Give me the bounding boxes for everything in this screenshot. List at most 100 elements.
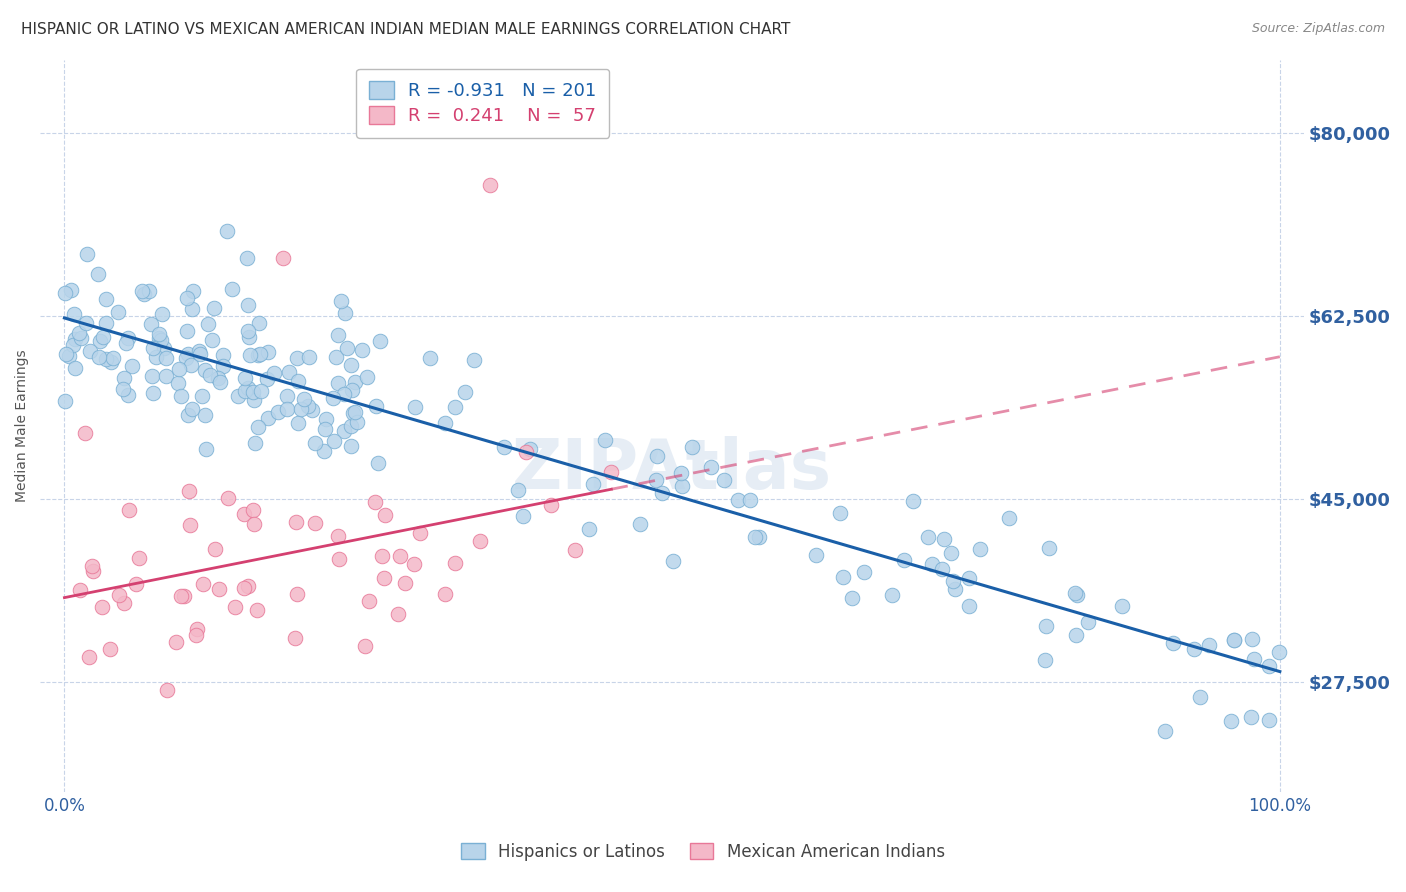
Point (727, 493, 749, 508)
Point (943, 582, 966, 596)
Point (340, 418, 363, 433)
Point (434, 587, 457, 601)
Point (326, 529, 349, 543)
Point (242, 385, 264, 400)
Point (233, 384, 256, 398)
Point (63, 361, 86, 376)
Point (257, 410, 280, 425)
Point (142, 341, 165, 355)
Point (519, 442, 541, 456)
Point (1063, 586, 1085, 600)
Point (454, 384, 477, 399)
Point (1077, 615, 1099, 629)
Point (1182, 642, 1205, 657)
Point (346, 415, 368, 429)
Point (804, 549, 827, 563)
Point (148, 331, 170, 345)
Point (444, 400, 467, 414)
Point (197, 317, 219, 331)
Point (180, 358, 202, 372)
Point (1268, 645, 1291, 659)
Point (121, 359, 143, 373)
Point (328, 551, 350, 566)
Point (582, 477, 605, 491)
Point (651, 485, 673, 500)
Point (314, 422, 336, 436)
Point (243, 516, 266, 531)
Point (1258, 713, 1281, 727)
Point (1038, 541, 1060, 556)
Point (297, 350, 319, 364)
Point (312, 444, 335, 458)
Point (939, 546, 962, 560)
Point (247, 419, 270, 434)
Point (326, 327, 349, 342)
Point (1219, 714, 1241, 729)
Point (1223, 633, 1246, 648)
Point (150, 333, 173, 347)
Point (330, 293, 353, 308)
Point (540, 498, 562, 512)
Point (600, 465, 623, 479)
Point (671, 466, 693, 480)
Point (177, 484, 200, 499)
Point (87, 350, 110, 364)
Point (315, 412, 337, 426)
Point (76, 246, 98, 260)
Point (419, 351, 441, 365)
Point (115, 335, 138, 350)
Point (388, 549, 411, 563)
Point (80, 558, 103, 573)
Point (267, 405, 290, 419)
Point (744, 530, 766, 544)
Point (247, 317, 270, 331)
Point (176, 291, 198, 305)
Point (367, 456, 389, 470)
Point (91, 330, 114, 344)
Point (645, 449, 668, 463)
Point (257, 345, 280, 359)
Point (564, 542, 586, 557)
Point (357, 594, 380, 608)
Point (434, 416, 457, 430)
Point (444, 556, 467, 570)
Point (901, 493, 924, 508)
Point (174, 351, 197, 365)
Point (156, 682, 179, 697)
Point (578, 523, 600, 537)
Point (233, 581, 256, 595)
Point (350, 343, 373, 357)
Point (340, 358, 363, 372)
Point (112, 596, 135, 610)
Point (145, 350, 167, 364)
Point (468, 534, 491, 549)
Point (118, 502, 141, 516)
Point (86, 267, 108, 281)
Point (276, 402, 298, 417)
Point (628, 516, 651, 531)
Point (271, 252, 294, 266)
Point (1064, 628, 1087, 642)
Point (285, 516, 308, 530)
Point (177, 346, 200, 360)
Point (243, 393, 266, 408)
Point (921, 557, 943, 571)
Point (142, 385, 165, 400)
Point (463, 353, 485, 368)
Point (128, 551, 150, 566)
Point (371, 549, 394, 564)
Point (141, 369, 163, 384)
Point (1189, 690, 1212, 705)
Point (917, 530, 939, 544)
Point (832, 570, 855, 584)
Point (256, 372, 278, 386)
Point (249, 347, 271, 361)
Point (374, 508, 396, 523)
Point (1222, 633, 1244, 648)
Point (250, 384, 273, 399)
Point (236, 381, 259, 395)
Point (212, 359, 235, 374)
Point (75, 426, 97, 441)
Point (325, 350, 347, 364)
Point (89, 334, 111, 348)
